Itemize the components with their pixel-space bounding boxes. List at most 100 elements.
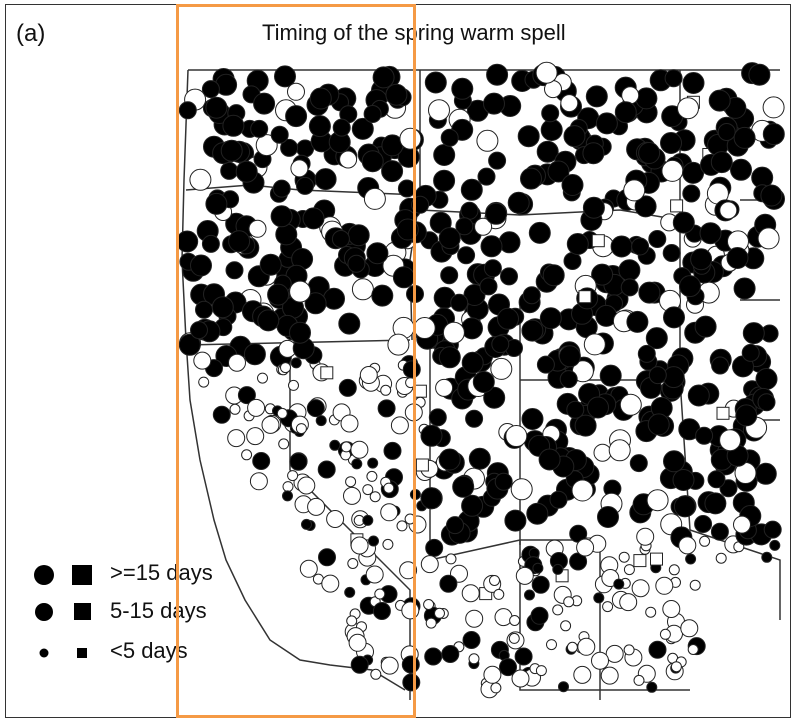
station-filled-circle <box>483 386 506 409</box>
station-filled-circle <box>769 539 781 551</box>
station-filled-circle <box>220 161 239 180</box>
station-open-circle <box>476 129 499 152</box>
station-filled-circle <box>499 658 517 677</box>
station-filled-circle <box>460 201 479 220</box>
station-filled-circle <box>411 195 430 214</box>
station-open-circle <box>363 187 386 210</box>
station-filled-circle <box>599 364 622 387</box>
station-open-circle <box>602 601 614 613</box>
station-filled-circle <box>547 160 570 183</box>
station-open-circle <box>380 656 399 675</box>
station-filled-circle <box>243 343 266 366</box>
station-open-circle <box>380 503 399 522</box>
station-filled-circle <box>479 277 498 296</box>
station-open-circle <box>661 159 684 182</box>
legend-small-square-icon <box>77 648 87 658</box>
station-filled-circle <box>538 448 561 471</box>
station-filled-circle <box>201 234 220 253</box>
station-filled-circle <box>385 83 408 106</box>
station-open-circle <box>535 61 558 84</box>
legend-label-small: <5 days <box>110 638 188 663</box>
station-filled-circle <box>733 126 756 149</box>
station-open-circle <box>350 440 369 459</box>
station-filled-circle <box>494 472 513 491</box>
station-open-circle <box>365 565 384 584</box>
station-filled-circle <box>250 119 269 138</box>
station-filled-circle <box>647 413 670 436</box>
station-filled-circle <box>610 235 633 258</box>
station-open-square <box>320 366 334 380</box>
station-open-square <box>591 234 605 248</box>
station-filled-circle <box>660 132 682 154</box>
station-open-circle <box>623 564 635 576</box>
station-filled-circle <box>514 647 533 666</box>
station-open-circle <box>515 566 534 585</box>
station-filled-circle <box>710 522 729 541</box>
station-open-circle <box>535 665 547 677</box>
station-filled-circle <box>329 439 341 451</box>
station-filled-circle <box>563 125 586 148</box>
station-open-circle <box>396 520 408 532</box>
station-filled-circle <box>536 140 559 163</box>
station-filled-circle <box>457 246 476 265</box>
station-filled-circle <box>460 178 483 201</box>
station-filled-circle <box>332 118 351 137</box>
station-filled-circle <box>663 306 685 329</box>
station-filled-circle <box>274 65 296 88</box>
station-filled-circle <box>323 287 345 310</box>
station-open-circle <box>623 179 646 202</box>
station-filled-circle <box>331 230 350 248</box>
station-open-circle <box>678 536 697 555</box>
station-open-circle <box>719 429 742 452</box>
station-filled-circle <box>620 278 639 297</box>
station-open-circle <box>227 429 246 448</box>
station-open-circle <box>255 134 278 157</box>
station-filled-circle <box>228 230 251 253</box>
station-filled-circle <box>591 263 614 286</box>
station-filled-circle <box>178 101 197 120</box>
station-filled-circle <box>289 452 308 471</box>
station-open-square <box>633 554 647 568</box>
station-filled-circle <box>402 360 421 379</box>
station-filled-circle <box>631 237 650 256</box>
station-open-circle <box>425 617 437 629</box>
legend-medium-circle-icon <box>35 603 53 621</box>
station-filled-circle <box>528 221 551 244</box>
station-filled-circle <box>507 191 530 214</box>
station-open-circle <box>404 513 416 525</box>
station-filled-circle <box>541 104 560 123</box>
station-filled-circle <box>237 386 256 405</box>
station-open-circle <box>247 398 266 417</box>
station-filled-circle <box>362 514 374 526</box>
station-filled-circle <box>685 553 697 565</box>
station-open-circle <box>257 372 268 384</box>
station-filled-circle <box>582 142 605 165</box>
station-open-circle <box>576 538 595 557</box>
station-open-circle <box>348 633 367 652</box>
station-open-square <box>650 552 663 566</box>
station-filled-circle <box>301 518 312 530</box>
station-open-circle <box>370 668 382 680</box>
station-filled-circle <box>682 72 705 94</box>
station-open-circle <box>261 415 280 434</box>
station-filled-circle <box>521 319 544 342</box>
utah-border <box>429 340 600 561</box>
station-open-circle <box>442 321 465 344</box>
station-filled-circle <box>420 487 443 510</box>
station-filled-circle <box>302 207 325 230</box>
station-filled-circle <box>695 426 714 445</box>
station-filled-circle <box>344 586 356 598</box>
station-open-square <box>716 406 730 420</box>
station-open-circle <box>288 379 299 391</box>
station-open-circle <box>405 377 417 389</box>
station-open-circle <box>619 593 638 612</box>
station-filled-circle <box>201 80 220 99</box>
legend-medium-square-icon <box>74 603 91 620</box>
legend-label-large: >=15 days <box>110 560 213 585</box>
station-open-circle <box>566 641 578 653</box>
station-filled-circle <box>614 101 637 124</box>
station-filled-circle <box>195 300 213 319</box>
station-filled-circle <box>497 307 519 330</box>
station-open-circle <box>689 579 701 591</box>
